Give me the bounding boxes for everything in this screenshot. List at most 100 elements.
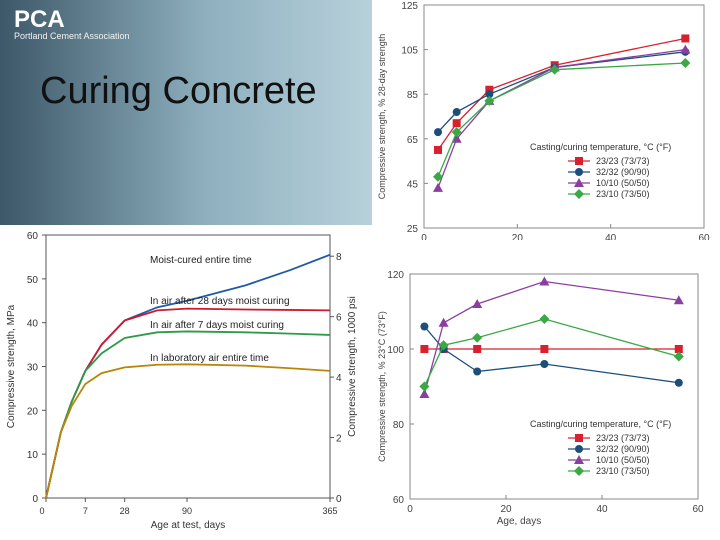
x-axis-label: Age, days <box>497 516 541 527</box>
data-point <box>680 57 691 68</box>
legend-label: 23/10 (73/50) <box>596 466 650 476</box>
legend-marker <box>574 455 584 464</box>
pca-logo: PCA Portland Cement Association <box>14 6 130 41</box>
data-point <box>680 44 691 54</box>
y-tick-label: 60 <box>27 231 39 242</box>
data-point <box>420 322 429 331</box>
y-tick-label: 80 <box>393 420 405 431</box>
y-tick-label: 20 <box>27 406 39 417</box>
y-axis-label: Compressive strength, % 23°C (73°F) <box>377 311 387 462</box>
chart-strength-pct-23c: 60 80 100 120 0 20 40 60 Age, days Compressive st… <box>372 266 710 538</box>
data-point <box>472 332 483 343</box>
x-tick-label: 40 <box>605 233 617 240</box>
slide-title: Curing Concrete <box>40 70 317 112</box>
data-point <box>549 64 560 75</box>
legend-label: 32/32 (90/90) <box>596 444 650 454</box>
data-point <box>433 171 443 182</box>
data-point <box>472 299 483 308</box>
y-tick-label: 100 <box>387 345 404 356</box>
y2-tick-label: 8 <box>336 252 342 263</box>
y-tick-label: 50 <box>27 275 39 286</box>
plot-frame <box>409 273 699 500</box>
legend-marker <box>575 168 583 176</box>
data-point <box>419 381 430 392</box>
y-tick-label: 65 <box>407 135 419 146</box>
y2-tick-label: 2 <box>336 434 342 445</box>
data-point <box>484 95 495 106</box>
series-label: In laboratory air entire time <box>150 353 269 364</box>
title-banner: PCA Portland Cement Association Curing C… <box>0 0 378 225</box>
data-point <box>673 351 684 362</box>
data-point <box>451 127 462 138</box>
data-point <box>434 128 442 137</box>
x-tick-label: 0 <box>407 504 413 515</box>
x-tick-label: 60 <box>692 504 704 515</box>
data-point <box>438 340 449 351</box>
x-tick-label: 90 <box>182 506 192 516</box>
series-line <box>423 326 679 384</box>
data-point <box>673 295 684 305</box>
y-tick-label: 105 <box>401 46 418 57</box>
data-point <box>539 276 550 286</box>
series-line <box>45 307 331 499</box>
logo-subtitle: Portland Cement Association <box>14 31 130 41</box>
y-tick-label: 0 <box>32 494 38 505</box>
x-tick-label: 7 <box>83 506 88 516</box>
x-axis-label: Age at test, days <box>151 520 226 531</box>
data-point <box>681 34 690 43</box>
y2-tick-label: 0 <box>336 494 342 505</box>
data-point <box>434 145 442 154</box>
y-tick-label: 40 <box>27 319 39 330</box>
legend-label: 23/23 (73/73) <box>596 433 650 443</box>
y-tick-label: 85 <box>407 90 419 101</box>
data-point <box>473 367 482 376</box>
x-tick-label: 20 <box>512 233 524 240</box>
data-point <box>674 345 683 353</box>
data-point <box>674 378 683 387</box>
x-tick-label: 28 <box>120 506 130 516</box>
legend-label: 23/10 (73/50) <box>596 189 650 199</box>
series-line <box>45 363 331 499</box>
chart-strength-vs-age: 0 10 20 30 40 50 60 0 2 4 6 8 0 7 28 90 365 Age at test, … <box>0 225 360 540</box>
x-tick-label: 60 <box>698 233 710 240</box>
x-tick-label: 40 <box>596 504 608 515</box>
data-point <box>485 90 494 99</box>
y-tick-label: 30 <box>27 363 39 374</box>
legend-label: 10/10 (50/50) <box>596 455 650 465</box>
legend-title: Casting/curing temperature, °C (°F) <box>530 142 671 152</box>
legend-marker <box>574 466 584 476</box>
legend-marker <box>575 445 583 453</box>
series-label: In air after 28 days moist curing <box>150 296 290 307</box>
y2-axis-label: Compressive strength, 1000 psi <box>347 296 358 437</box>
y-tick-label: 10 <box>27 450 39 461</box>
data-point <box>540 360 549 368</box>
data-point <box>419 389 430 398</box>
data-point <box>452 108 461 117</box>
series-line <box>45 330 331 499</box>
data-point <box>540 345 549 353</box>
y-tick-label: 25 <box>407 224 419 235</box>
y2-tick-label: 4 <box>336 373 342 384</box>
data-point <box>452 119 461 128</box>
data-point <box>420 345 429 353</box>
y2-tick-label: 6 <box>336 313 342 324</box>
x-tick-label: 20 <box>500 504 512 515</box>
y-tick-label: 125 <box>401 1 418 12</box>
y-axis-label: Compressive strength, % 28-day strength <box>377 34 387 200</box>
y-tick-label: 60 <box>393 495 405 506</box>
series-line <box>423 318 679 387</box>
data-point <box>473 345 482 353</box>
y-tick-label: 120 <box>387 270 404 281</box>
series-label: Moist-cured entire time <box>150 255 252 266</box>
data-point <box>438 317 449 327</box>
x-tick-label: 0 <box>39 506 44 516</box>
data-point <box>451 133 462 143</box>
legend-marker <box>575 434 583 442</box>
y-axis-label: Compressive strength, MPa <box>6 304 17 428</box>
data-point <box>539 314 550 324</box>
legend-title: Casting/curing temperature, °C (°F) <box>530 419 671 429</box>
legend-marker <box>575 157 583 165</box>
plot-frame <box>423 4 705 229</box>
y-tick-label: 45 <box>407 179 419 190</box>
